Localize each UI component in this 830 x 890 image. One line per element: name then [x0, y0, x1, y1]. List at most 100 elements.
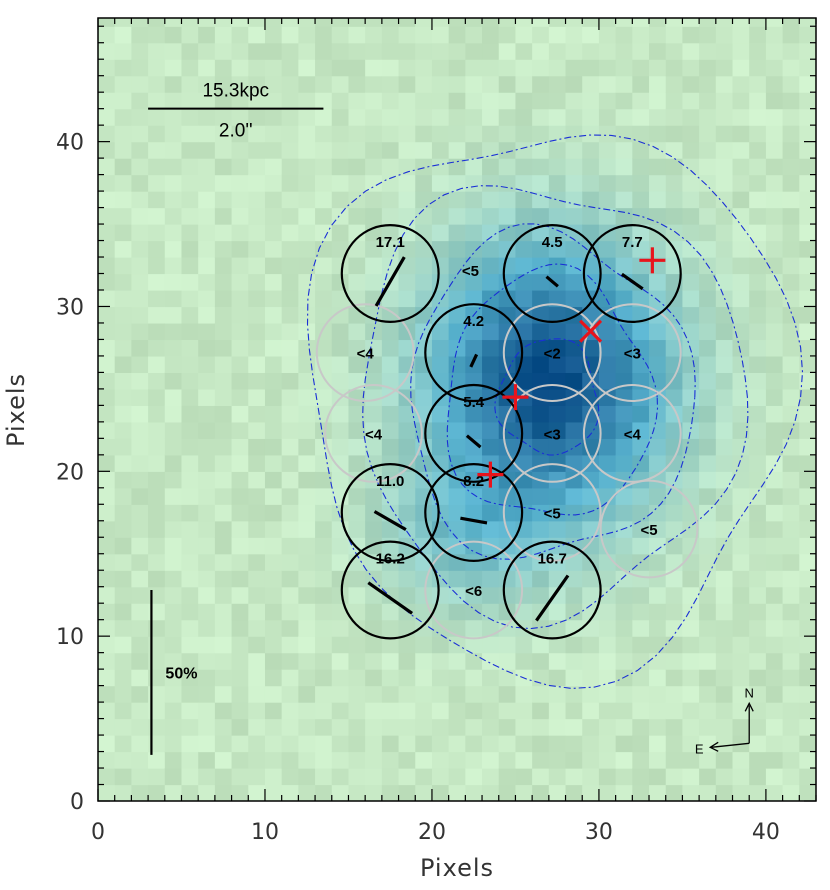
map-pixel	[498, 685, 517, 703]
map-pixel	[131, 669, 149, 687]
map-pixel	[799, 141, 816, 159]
map-pixel	[515, 207, 533, 225]
map-pixel	[415, 257, 433, 275]
map-pixel	[682, 570, 700, 588]
map-pixel	[615, 207, 633, 225]
plus-marker	[639, 247, 666, 274]
map-pixel	[415, 718, 433, 736]
map-pixel	[298, 652, 316, 670]
map-pixel	[448, 438, 466, 456]
map-pixel	[164, 487, 183, 505]
map-pixel	[649, 702, 667, 720]
map-pixel	[281, 718, 299, 736]
map-pixel	[264, 388, 283, 406]
map-pixel	[281, 619, 299, 637]
map-pixel	[365, 487, 383, 505]
map-pixel	[348, 685, 366, 703]
polarization-vector	[373, 510, 407, 531]
map-pixel	[465, 339, 483, 357]
map-pixel	[699, 405, 717, 423]
map-pixel	[164, 158, 183, 176]
map-pixel	[615, 158, 633, 176]
map-pixel	[264, 487, 283, 505]
map-pixel	[782, 685, 800, 703]
map-pixel	[799, 784, 816, 801]
map-pixel	[264, 421, 283, 439]
map-pixel	[348, 174, 366, 192]
map-pixel	[799, 438, 816, 456]
map-pixel	[732, 273, 750, 291]
map-pixel	[181, 42, 199, 60]
map-pixel	[715, 751, 734, 769]
map-pixel	[264, 355, 283, 374]
contour-line	[446, 263, 659, 516]
map-pixel	[381, 141, 400, 159]
map-pixel	[348, 108, 366, 126]
map-pixel	[515, 174, 533, 192]
map-pixel	[649, 520, 667, 538]
scalebar-top-label: 15.3kpc	[202, 81, 269, 102]
map-pixel	[214, 702, 233, 720]
map-pixel	[699, 570, 717, 588]
map-pixel	[264, 520, 283, 538]
map-pixel	[765, 224, 784, 242]
map-pixel	[682, 405, 700, 423]
map-pixel	[515, 652, 533, 670]
map-pixel	[582, 652, 600, 670]
map-pixel	[315, 42, 333, 60]
map-pixel	[715, 191, 734, 209]
map-pixel	[214, 570, 233, 588]
map-pixel	[131, 289, 149, 308]
map-pixel	[198, 18, 216, 27]
map-pixel	[665, 702, 684, 720]
map-pixel	[98, 372, 116, 390]
map-pixel	[415, 207, 433, 225]
map-pixel	[782, 388, 800, 406]
map-pixel	[649, 504, 667, 522]
map-pixel	[749, 751, 767, 769]
map-pixel	[398, 669, 416, 687]
map-pixel	[598, 421, 617, 439]
polarization-value: 8.2	[463, 473, 484, 490]
map-pixel	[699, 718, 717, 736]
map-pixel	[699, 240, 717, 258]
map-pixel	[715, 487, 734, 505]
map-pixel	[131, 240, 149, 258]
map-pixel	[715, 355, 734, 374]
map-pixel	[548, 240, 567, 258]
map-pixel	[548, 339, 567, 357]
map-pixel	[331, 240, 350, 258]
map-pixel	[181, 75, 199, 93]
y-tick-label: 0	[70, 790, 84, 815]
map-pixel	[682, 751, 700, 769]
map-pixel	[749, 438, 767, 456]
map-pixel	[582, 619, 600, 637]
map-pixel	[131, 421, 149, 439]
map-pixel	[749, 421, 767, 439]
map-pixel	[381, 322, 400, 341]
map-pixel	[365, 158, 383, 176]
map-pixel	[765, 438, 784, 456]
map-pixel	[665, 636, 684, 654]
map-pixel	[148, 108, 166, 126]
map-pixel	[181, 224, 199, 242]
map-pixel	[448, 421, 466, 439]
map-pixel	[565, 586, 583, 604]
map-pixel	[749, 92, 767, 110]
map-pixel	[515, 454, 533, 472]
map-pixel	[732, 174, 750, 192]
map-pixel	[348, 207, 366, 225]
map-pixel	[315, 603, 333, 621]
map-pixel	[348, 191, 366, 209]
map-pixel	[281, 784, 299, 801]
map-pixel	[264, 339, 283, 357]
map-pixel	[548, 75, 567, 93]
map-pixel	[398, 570, 416, 588]
map-pixel	[732, 586, 750, 604]
map-pixel	[164, 405, 183, 423]
map-pixel	[465, 289, 483, 308]
map-pixel	[214, 207, 233, 225]
map-pixel	[699, 141, 717, 159]
upper-limit-label: <2	[544, 346, 561, 363]
map-pixel	[164, 289, 183, 308]
